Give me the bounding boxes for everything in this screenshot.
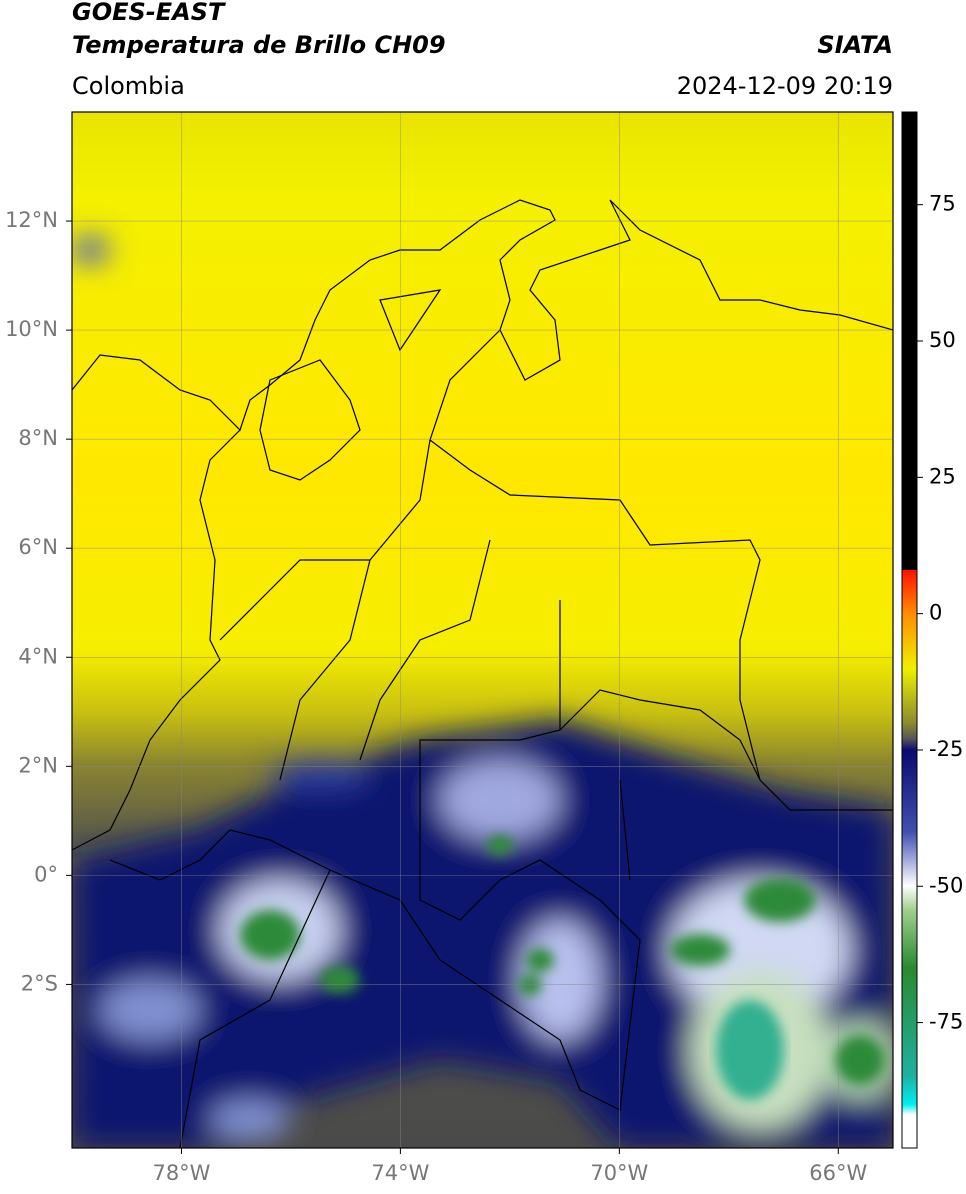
y-tick-label: 12°N — [5, 208, 58, 232]
colorbar — [901, 111, 918, 1149]
x-tick-label: 74°W — [371, 1161, 429, 1185]
y-tick-label: 4°N — [18, 644, 58, 668]
colorbar-tick-label: -25 — [929, 737, 963, 761]
colorbar-tick-label: 0 — [929, 601, 942, 625]
source: SIATA — [817, 31, 893, 59]
borders — [72, 199, 893, 1148]
x-tick-label: 70°W — [590, 1161, 648, 1185]
colorbar-tick-label: 50 — [929, 328, 956, 352]
y-tick-label: 8°N — [18, 426, 58, 450]
map-frame — [71, 111, 894, 1149]
x-tick-label: 66°W — [809, 1161, 867, 1185]
grid — [72, 112, 893, 1148]
colorbar-tick-label: 25 — [929, 464, 956, 488]
y-tick-label: 0° — [34, 862, 58, 886]
colorbar-tick-label: 75 — [929, 192, 956, 216]
datetime: 2024-12-09 20:19 — [677, 72, 893, 100]
colorbar-tick-label: -50 — [929, 873, 963, 897]
region: Colombia — [72, 72, 185, 100]
title: GOES-EAST — [72, 0, 226, 26]
colorbar-tick-label: -75 — [929, 1010, 963, 1034]
y-tick-label: 10°N — [5, 317, 58, 341]
y-tick-label: 2°N — [18, 753, 58, 777]
y-tick-label: 2°S — [21, 971, 58, 995]
subtitle: Temperatura de Brillo CH09 — [72, 31, 446, 59]
y-tick-label: 6°N — [18, 535, 58, 559]
x-tick-label: 78°W — [152, 1161, 210, 1185]
satellite-image — [72, 112, 893, 1148]
